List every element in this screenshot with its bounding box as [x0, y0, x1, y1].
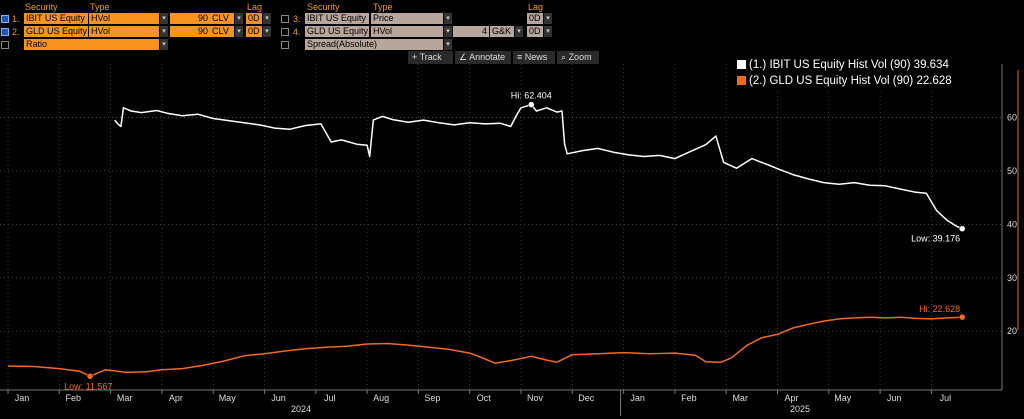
series-3-lag-dropdown-icon[interactable]: ▾	[544, 13, 552, 24]
series-1-calc-field[interactable]: CLV	[210, 13, 234, 24]
x-tick-label: Feb	[681, 393, 697, 403]
series-4-lag-field[interactable]: 0D	[527, 26, 543, 37]
x-tick-label: May	[219, 393, 237, 403]
col-header-lag: Lag	[247, 2, 263, 12]
x-tick-label: Jan	[630, 393, 645, 403]
zoom-button[interactable]: ⌕ Zoom	[557, 51, 599, 64]
series-3-security-field[interactable]: IBIT US Equity	[305, 13, 369, 24]
x-tick-label: Sep	[424, 393, 440, 403]
legend-swatch-white	[737, 60, 746, 69]
year-label: 2024	[291, 404, 311, 414]
low-2-label: Low: 11.567	[64, 381, 112, 391]
series-4-checkbox[interactable]	[281, 28, 289, 36]
ratio-dropdown-icon[interactable]: ▾	[160, 39, 168, 50]
series-line-1	[114, 103, 963, 230]
low-1-label: Low: 39.176	[911, 234, 960, 244]
x-tick-label: Jan	[15, 393, 30, 403]
pencil-icon: ∠	[459, 52, 468, 62]
magnifier-icon: ⌕	[561, 52, 567, 62]
x-tick-label: Mar	[117, 393, 133, 403]
hi-2-dot	[958, 313, 966, 321]
series-4-calc-field[interactable]: G&K	[490, 26, 514, 37]
series-2-type-dropdown-icon[interactable]: ▾	[160, 26, 168, 37]
spread-field[interactable]: Spread(Absolute)	[305, 39, 443, 50]
x-tick-label: Feb	[66, 393, 82, 403]
hi-2-label: Hi: 22.628	[919, 304, 960, 314]
series-3-type-field[interactable]: Price	[371, 13, 443, 24]
news-icon: ≡	[517, 52, 523, 62]
series-1-type-field[interactable]: HVol	[89, 13, 159, 24]
x-tick-label: Aug	[373, 393, 389, 403]
ratio-checkbox[interactable]	[1, 41, 9, 49]
x-tick-label: Jul	[324, 393, 336, 403]
series-1-period-field[interactable]: 90	[170, 13, 210, 24]
col-header-type-right: Type	[373, 2, 393, 12]
series-1-number: 1.	[12, 14, 20, 24]
series-4-type-dropdown-icon[interactable]: ▾	[444, 26, 452, 37]
crosshair-icon: +	[412, 52, 418, 62]
x-tick-label: May	[834, 393, 852, 403]
year-label: 2025	[790, 404, 810, 414]
x-tick-label: Jun	[271, 393, 286, 403]
hi-1-label: Hi: 62.404	[511, 91, 552, 101]
series-1-type-dropdown-icon[interactable]: ▾	[160, 13, 168, 24]
series-1-lag-dropdown-icon[interactable]: ▾	[263, 13, 271, 24]
ratio-field[interactable]: Ratio	[24, 39, 159, 50]
col-header-security-right: Security	[307, 2, 340, 12]
y-tick-label: 50	[1007, 166, 1017, 176]
x-tick-label: Mar	[732, 393, 748, 403]
news-button[interactable]: ≡ News	[513, 51, 555, 64]
series-4-calc-dropdown-icon[interactable]: ▾	[515, 26, 523, 37]
x-tick-label: Oct	[477, 393, 492, 403]
x-tick-label: Jul	[940, 393, 952, 403]
series-3-number: 3.	[293, 14, 301, 24]
chart-legend: (1.) IBIT US Equity Hist Vol (90) 39.634…	[731, 57, 999, 89]
hi-1-dot	[528, 101, 535, 108]
series-2-type-field[interactable]: HVol	[89, 26, 159, 37]
series-2-calc-field[interactable]: CLV	[210, 26, 234, 37]
legend-swatch-orange	[737, 76, 746, 85]
spread-dropdown-icon[interactable]: ▾	[444, 39, 452, 50]
legend-series-1: (1.) IBIT US Equity Hist Vol (90) 39.634	[731, 57, 999, 73]
low-1-dot	[958, 225, 966, 232]
series-4-type-field[interactable]: HVol	[371, 26, 443, 37]
series-4-number: 4.	[293, 27, 301, 37]
series-3-lag-field[interactable]: 0D	[527, 13, 543, 24]
series-4-period-field[interactable]: 4	[453, 26, 489, 37]
series-2-checkbox[interactable]	[1, 28, 9, 36]
series-2-security-field[interactable]: GLD US Equity	[24, 26, 88, 37]
y-tick-label: 40	[1007, 219, 1017, 229]
y-tick-label: 20	[1007, 326, 1017, 336]
series-line-2	[7, 316, 963, 378]
spread-checkbox[interactable]	[281, 41, 289, 49]
x-tick-label: Apr	[169, 393, 183, 403]
x-tick-label: Jun	[887, 393, 902, 403]
x-tick-label: Apr	[784, 393, 798, 403]
track-button[interactable]: + Track	[408, 51, 453, 64]
series-2-lag-field[interactable]: 0D	[246, 26, 262, 37]
col-header-security: Security	[25, 2, 58, 12]
series-2-calc-dropdown-icon[interactable]: ▾	[235, 26, 243, 37]
series-1-lag-field[interactable]: 0D	[246, 13, 262, 24]
y-tick-label: 30	[1007, 273, 1017, 283]
legend-series-2: (2.) GLD US Equity Hist Vol (90) 22.628	[731, 73, 999, 89]
x-tick-label: Dec	[578, 393, 595, 403]
series-2-lag-dropdown-icon[interactable]: ▾	[263, 26, 271, 37]
series-1-calc-dropdown-icon[interactable]: ▾	[235, 13, 243, 24]
series-2-number: 2.	[12, 27, 20, 37]
low-2-dot	[86, 373, 94, 380]
series-3-checkbox[interactable]	[281, 15, 289, 23]
series-1-security-field[interactable]: IBIT US Equity	[24, 13, 88, 24]
y-tick-label: 60	[1007, 112, 1017, 122]
x-tick-label: Nov	[527, 393, 544, 403]
series-3-type-dropdown-icon[interactable]: ▾	[444, 13, 452, 24]
col-header-type: Type	[90, 2, 110, 12]
series-2-period-field[interactable]: 90	[170, 26, 210, 37]
series-1-checkbox[interactable]	[1, 15, 9, 23]
annotate-button[interactable]: ∠ Annotate	[455, 51, 511, 64]
col-header-lag-right: Lag	[528, 2, 544, 12]
series-4-lag-dropdown-icon[interactable]: ▾	[544, 26, 552, 37]
series-4-security-field[interactable]: GLD US Equity	[305, 26, 369, 37]
